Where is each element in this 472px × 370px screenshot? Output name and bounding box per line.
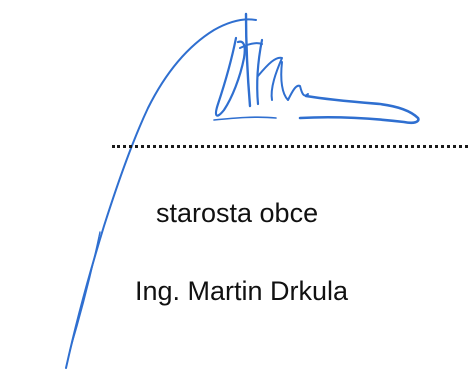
- signature-line: [112, 145, 468, 148]
- signatory-name: Ing. Martin Drkula: [135, 276, 349, 306]
- signatory-role: starosta obce: [156, 198, 319, 228]
